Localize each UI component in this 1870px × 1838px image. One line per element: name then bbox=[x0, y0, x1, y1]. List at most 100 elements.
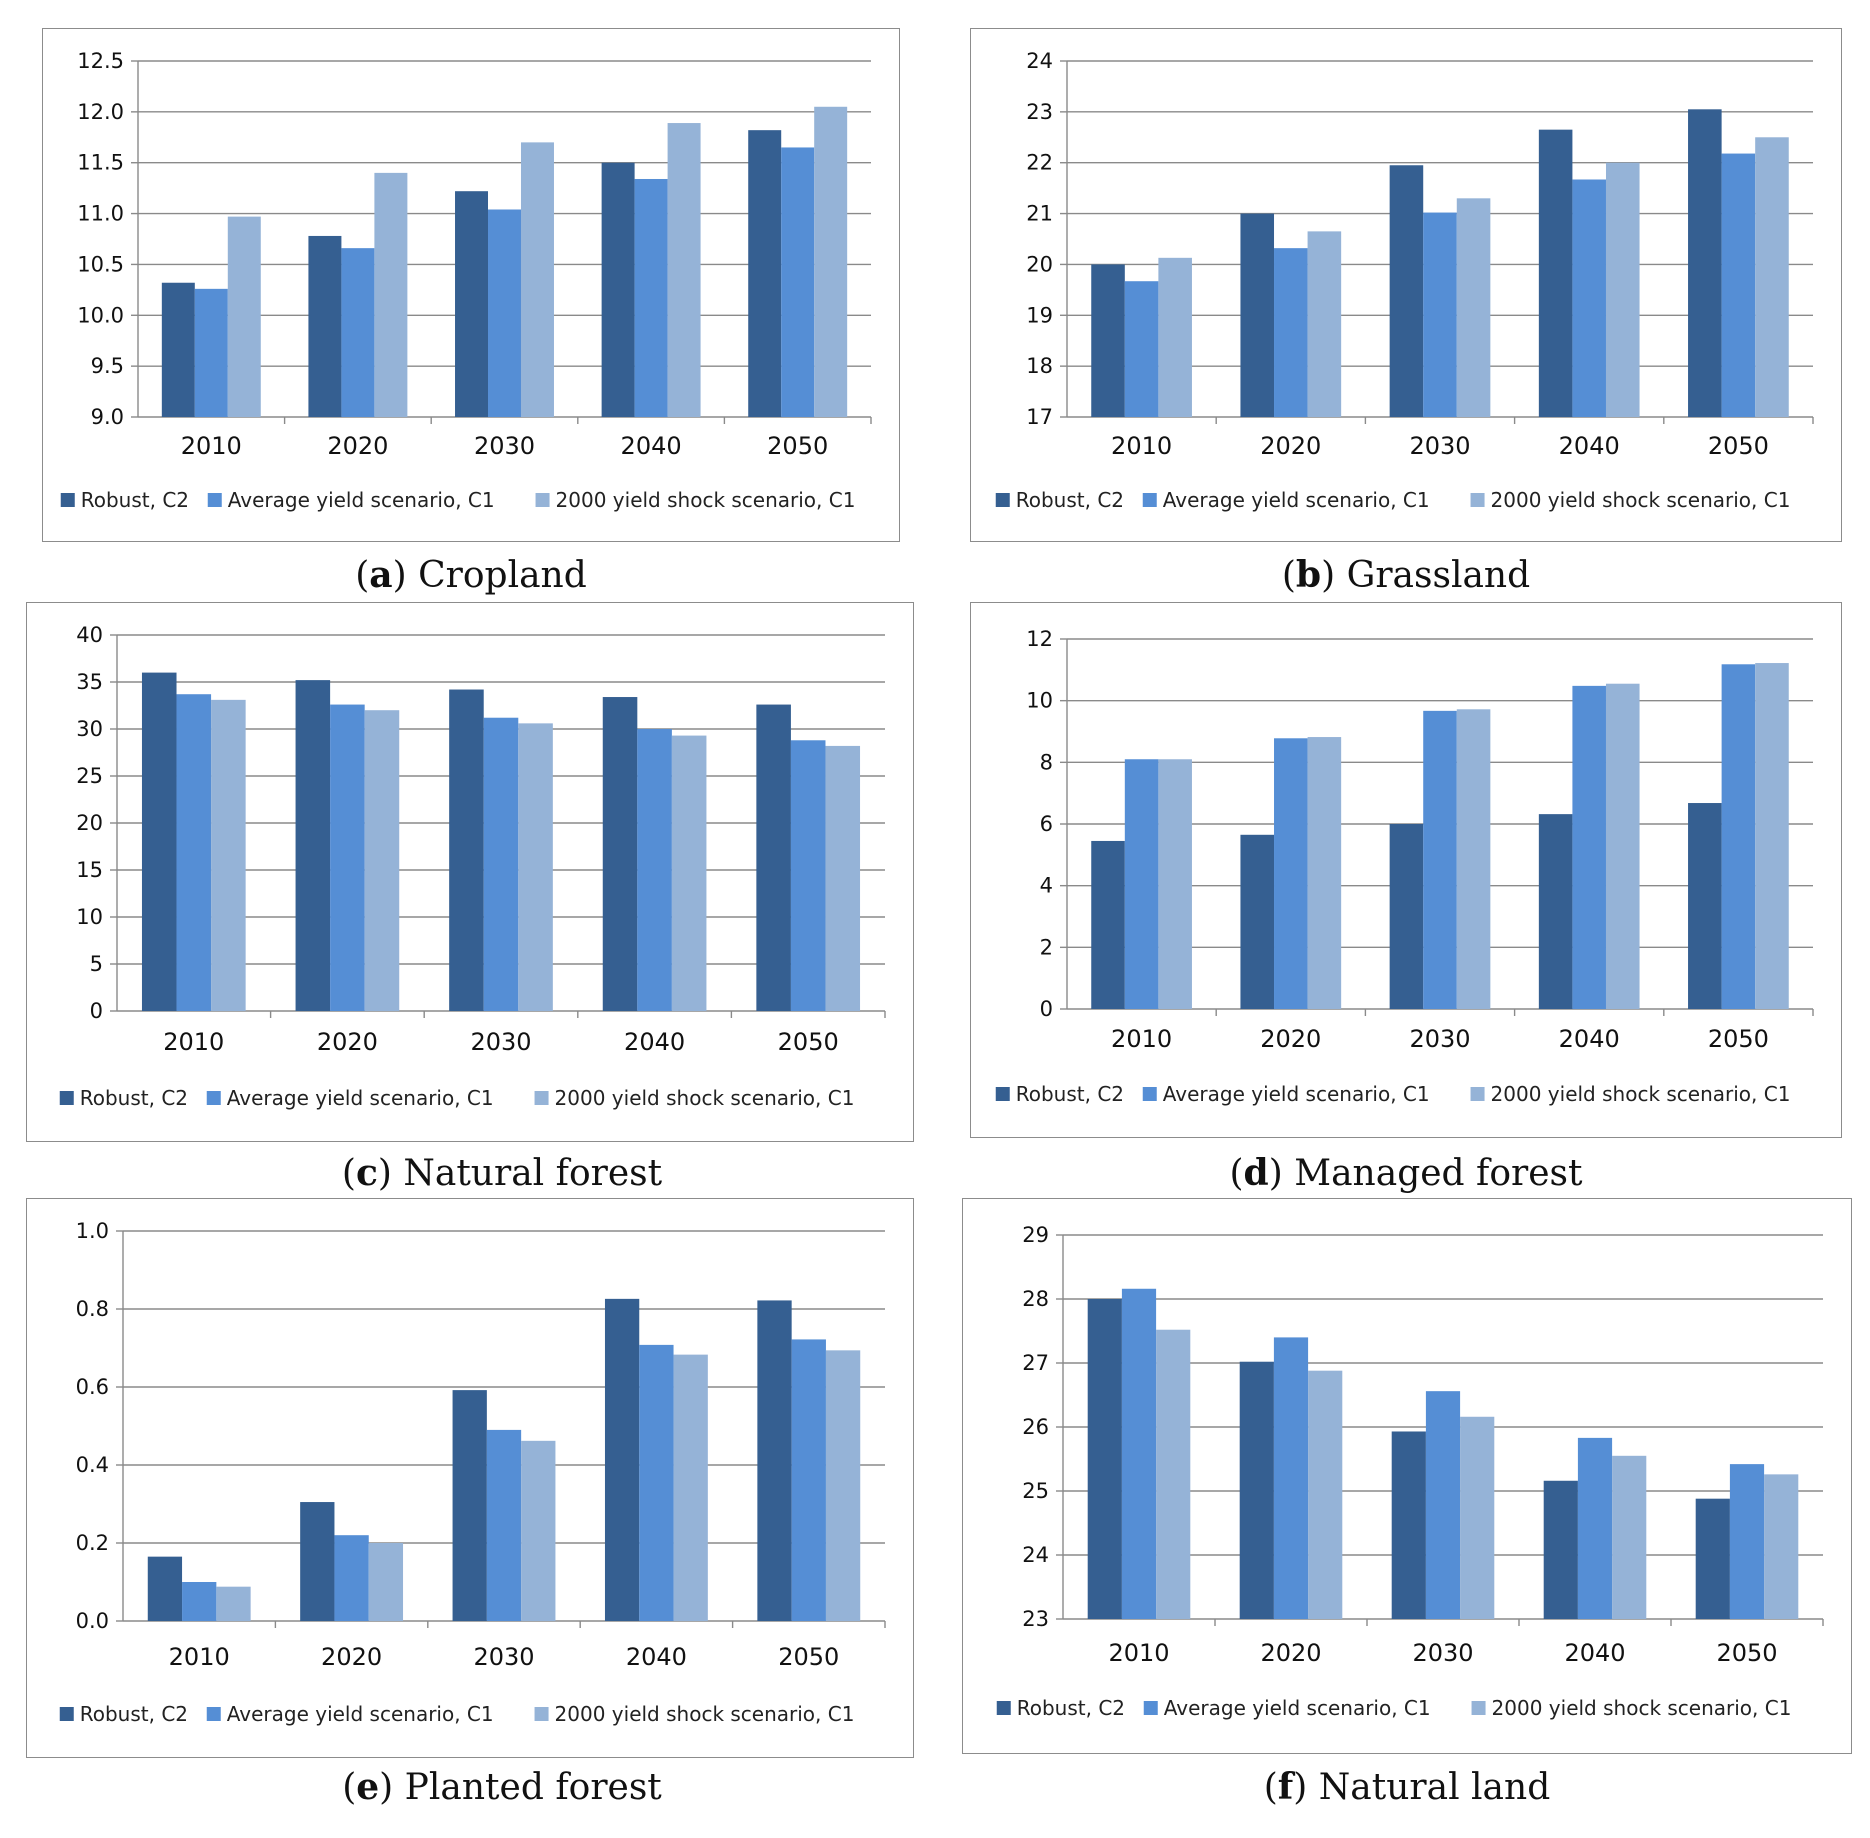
bar bbox=[300, 1502, 335, 1621]
legend-label: 2000 yield shock scenario, C1 bbox=[555, 1702, 855, 1726]
legend-label: Average yield scenario, C1 bbox=[1163, 1082, 1430, 1106]
bar bbox=[308, 235, 342, 417]
y-tick-label: 11.5 bbox=[77, 151, 124, 175]
caption-grassland: (b) Grassland bbox=[1281, 554, 1531, 596]
legend-swatch bbox=[60, 493, 75, 507]
chart-frame-cropland: 9.0 9.5 10.0 10.5 11.0 11.5 12.0 12.5 2010 2020 20… bbox=[42, 28, 900, 542]
bar bbox=[1688, 109, 1722, 418]
legend-swatch bbox=[1470, 493, 1485, 507]
bar bbox=[1156, 1329, 1191, 1619]
caption-planted-forest: (e) Planted forest bbox=[342, 1766, 662, 1808]
y-tick-label: 9.5 bbox=[91, 354, 124, 378]
legend-label: Robust, C2 bbox=[1016, 488, 1124, 512]
y-tick-label: 22 bbox=[1026, 151, 1053, 175]
bar bbox=[1307, 737, 1342, 1009]
y-tick-label: 29 bbox=[1022, 1223, 1049, 1247]
bar bbox=[141, 672, 177, 1011]
bar bbox=[825, 745, 861, 1011]
legend-label: Average yield scenario, C1 bbox=[228, 488, 495, 512]
bar bbox=[1274, 248, 1308, 417]
legend-label: Robust, C2 bbox=[1016, 1082, 1124, 1106]
x-tick-label: 2020 bbox=[1260, 1025, 1321, 1053]
y-tick-label: 2 bbox=[1040, 935, 1053, 959]
bar bbox=[1158, 257, 1192, 417]
legend-swatch bbox=[59, 1707, 74, 1721]
bar bbox=[295, 680, 331, 1011]
x-tick-label: 2010 bbox=[1108, 1639, 1169, 1667]
legend-label: Average yield scenario, C1 bbox=[1164, 1696, 1431, 1720]
bar bbox=[637, 729, 672, 1011]
y-tick-label: 4 bbox=[1040, 874, 1053, 898]
bar bbox=[1391, 1431, 1426, 1619]
bar bbox=[1121, 1288, 1157, 1619]
y-tick-label: 25 bbox=[76, 764, 103, 788]
bar bbox=[1612, 1455, 1647, 1619]
bar bbox=[227, 216, 261, 417]
bar bbox=[334, 1535, 369, 1621]
y-tick-label: 20 bbox=[1026, 252, 1053, 276]
legend-swatch bbox=[534, 1091, 549, 1105]
y-tick-label: 25 bbox=[1022, 1479, 1049, 1503]
bar bbox=[757, 1300, 792, 1621]
bar bbox=[488, 209, 521, 417]
caption-natural-land: (f) Natural land bbox=[1263, 1766, 1551, 1808]
bar bbox=[1307, 231, 1342, 417]
bar bbox=[521, 1440, 556, 1621]
legend-label: 2000 yield shock scenario, C1 bbox=[1491, 1082, 1791, 1106]
legend-swatch bbox=[996, 1701, 1011, 1715]
bar bbox=[1755, 663, 1789, 1009]
y-tick-label: 1.0 bbox=[76, 1219, 109, 1243]
legend-label: Robust, C2 bbox=[80, 1702, 188, 1726]
bar bbox=[1091, 264, 1125, 417]
bar bbox=[1456, 709, 1491, 1009]
bar bbox=[1688, 803, 1722, 1009]
y-tick-label: 6 bbox=[1040, 812, 1053, 836]
bar bbox=[452, 1390, 487, 1621]
x-tick-label: 2020 bbox=[317, 1028, 378, 1056]
bar bbox=[825, 1350, 861, 1621]
bar bbox=[216, 1586, 251, 1621]
x-tick-label: 2040 bbox=[1559, 1025, 1620, 1053]
bar bbox=[449, 689, 484, 1011]
legend-swatch bbox=[995, 493, 1010, 507]
x-tick-label: 2050 bbox=[778, 1028, 839, 1056]
caption-managed-forest: (d) Managed forest bbox=[1229, 1152, 1583, 1194]
y-tick-label: 0.6 bbox=[76, 1375, 109, 1399]
x-tick-label: 2040 bbox=[626, 1643, 687, 1671]
chart-natural-forest: 0 5 10 15 20 25 30 35 40 2010 2020 2030 2040 2050 Robu… bbox=[59, 623, 886, 1110]
x-tick-label: 2050 bbox=[767, 432, 828, 460]
bar bbox=[1721, 153, 1756, 417]
y-tick-label: 10 bbox=[1026, 689, 1053, 713]
x-tick-label: 2030 bbox=[1412, 1639, 1473, 1667]
bar bbox=[602, 697, 638, 1011]
x-tick-label: 2030 bbox=[474, 432, 535, 460]
x-tick-label: 2010 bbox=[1111, 1025, 1172, 1053]
bar bbox=[1538, 814, 1573, 1009]
y-tick-label: 35 bbox=[76, 670, 103, 694]
caption-cropland: (a) Cropland bbox=[355, 554, 587, 596]
bar bbox=[1695, 1498, 1730, 1619]
y-tick-label: 27 bbox=[1022, 1351, 1049, 1375]
y-tick-label: 30 bbox=[76, 717, 103, 741]
bar bbox=[1308, 1370, 1343, 1619]
y-tick-label: 12 bbox=[1026, 627, 1053, 651]
bar bbox=[1240, 213, 1275, 417]
y-tick-label: 18 bbox=[1026, 354, 1053, 378]
x-tick-label: 2020 bbox=[1260, 1639, 1321, 1667]
bar bbox=[211, 699, 246, 1011]
y-tick-label: 19 bbox=[1026, 303, 1053, 327]
bar bbox=[194, 288, 228, 417]
y-tick-label: 12.5 bbox=[77, 49, 124, 73]
bar bbox=[634, 178, 668, 417]
x-tick-label: 2020 bbox=[1260, 432, 1321, 460]
legend-label: Average yield scenario, C1 bbox=[227, 1086, 494, 1110]
y-tick-label: 0 bbox=[1040, 997, 1053, 1021]
bar bbox=[604, 1298, 640, 1621]
chart-natural-land: 23 24 25 26 27 28 29 2010 2020 2030 2040 2050 Robust… bbox=[996, 1223, 1824, 1720]
bar bbox=[601, 162, 635, 417]
bar bbox=[814, 106, 848, 418]
x-tick-label: 2030 bbox=[473, 1643, 534, 1671]
x-tick-label: 2050 bbox=[1708, 1025, 1769, 1053]
x-tick-label: 2040 bbox=[621, 432, 682, 460]
bar bbox=[1764, 1474, 1799, 1619]
